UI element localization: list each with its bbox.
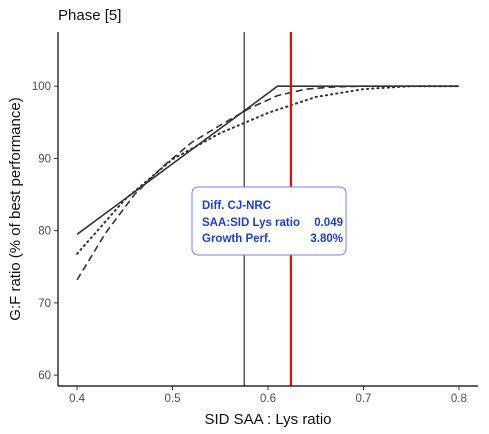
annotation-row-label: SAA:SID Lys ratio [202, 217, 300, 229]
annotation-row-value: 3.80% [310, 233, 343, 245]
annotation-row-label: Growth Perf. [202, 233, 271, 245]
chart-title: Phase [5] [58, 7, 121, 24]
annotation-frame [191, 186, 347, 256]
x-axis-title: SID SAA : Lys ratio [205, 411, 332, 428]
y-tick-label: 90 [38, 153, 51, 165]
x-tick-label: 0.7 [355, 393, 371, 405]
annotation-title: Diff. CJ-NRC [202, 200, 271, 212]
series-line-dashed [76, 85, 459, 281]
annotation-row-value: 0.049 [314, 217, 343, 229]
y-tick-label: 70 [38, 298, 51, 310]
series-line-dotted [76, 85, 460, 255]
x-tick-label: 0.4 [69, 393, 86, 405]
x-tick-label: 0.6 [260, 393, 276, 405]
annotation-box: Diff. CJ-NRC SAA:SID Lys ratio 0.049 Gro… [191, 186, 347, 256]
x-tick-label: 0.5 [165, 393, 181, 405]
ticks: 0.4 0.5 0.6 0.7 0.8 60 70 80 90 100 [32, 81, 467, 405]
y-tick-label: 100 [32, 81, 51, 93]
y-tick-label: 60 [38, 370, 51, 382]
x-tick-label: 0.8 [451, 393, 467, 405]
y-tick-label: 80 [38, 226, 51, 238]
y-axis-title: G:F ratio (% of best performance) [7, 97, 24, 320]
